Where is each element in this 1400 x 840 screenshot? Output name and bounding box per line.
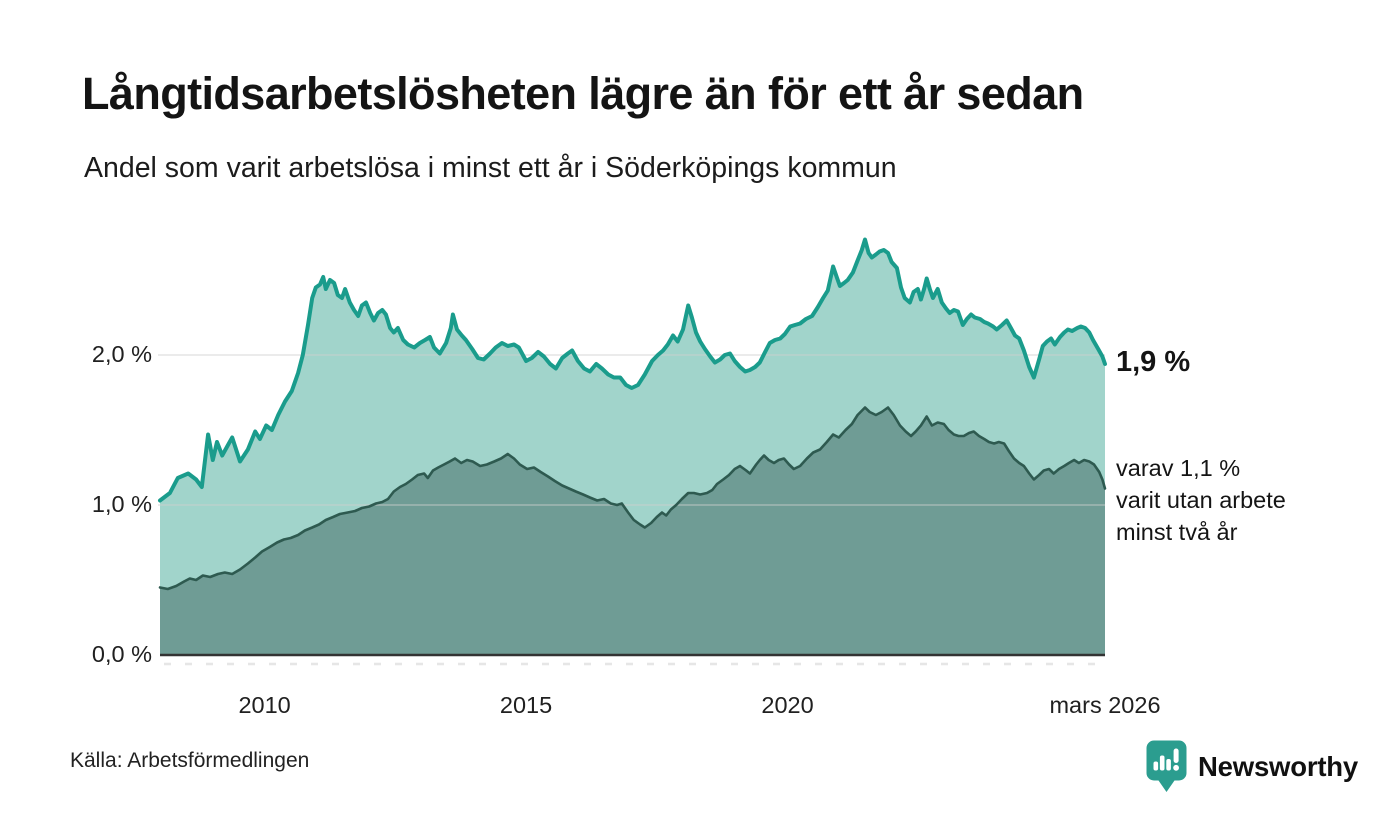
source-attribution: Källa: Arbetsförmedlingen [70, 749, 310, 772]
newsworthy-wordmark: Newsworthy [1198, 750, 1358, 782]
y-tick-label: 1,0 % [91, 491, 152, 517]
y-tick-label: 0,0 % [91, 641, 152, 667]
end-value-label-two-year: varav 1,1 % varit utan arbete minst två … [1116, 455, 1286, 545]
newsworthy-logo-icon [1146, 740, 1187, 792]
area-fill [160, 407, 1105, 655]
newsworthy-brand: Newsworthy [1146, 740, 1358, 793]
series-line [158, 406, 1107, 591]
series-line [158, 237, 1107, 503]
end-value-label-total: 1,9 % [1116, 346, 1191, 378]
x-tick-label: 2015 [499, 692, 553, 718]
x-tick-label: mars 2026 [1049, 692, 1161, 718]
page-subtitle: Andel som varit arbetslösa i minst ett å… [84, 152, 897, 184]
x-tick-label: 2010 [238, 692, 291, 718]
x-tick-label: 2020 [761, 692, 814, 718]
page-title: Långtidsarbetslösheten lägre än för ett … [82, 68, 1084, 119]
y-tick-label: 2,0 % [91, 341, 152, 367]
